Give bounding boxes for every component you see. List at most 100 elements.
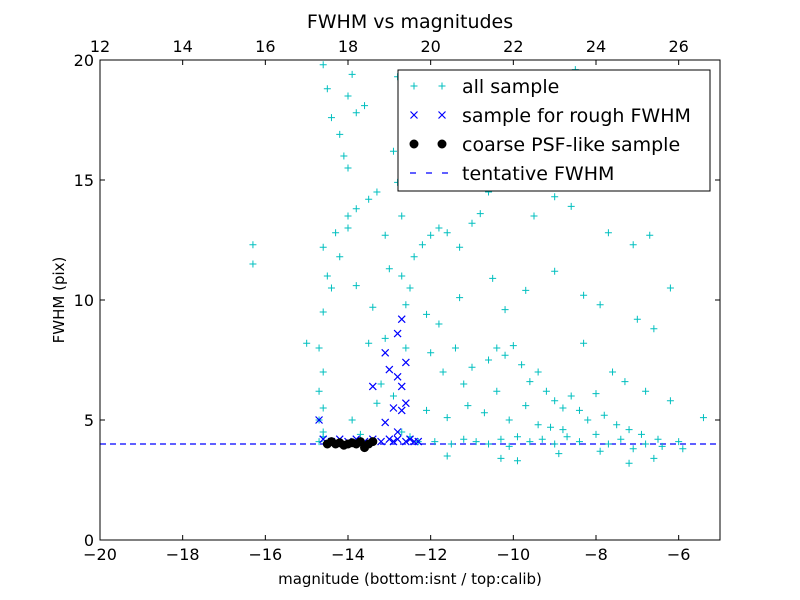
all-sample-point [629, 241, 637, 249]
all-sample-point [501, 351, 509, 359]
rough-fwhm-point [393, 372, 402, 381]
all-sample-point [319, 243, 327, 251]
all-sample-point [518, 361, 526, 369]
all-sample-point [369, 303, 377, 311]
all-sample-point [637, 430, 645, 438]
all-sample-point [319, 404, 327, 412]
all-sample-point [625, 459, 633, 467]
y-axis-title: FWHM (pix) [50, 257, 68, 344]
all-sample-point [584, 416, 592, 424]
all-sample-point [476, 210, 484, 218]
all-sample-point [336, 253, 344, 261]
all-sample-point [489, 274, 497, 282]
all-sample-point [522, 402, 530, 410]
legend-marker [409, 139, 419, 149]
rough-fwhm-point [397, 315, 406, 324]
all-sample-point [389, 147, 397, 155]
all-sample-point [646, 231, 654, 239]
all-sample-point [377, 380, 385, 388]
all-sample-point [464, 402, 472, 410]
all-sample-point [530, 212, 538, 220]
all-sample-point [547, 423, 555, 431]
all-sample-point [485, 440, 493, 448]
all-sample-point [596, 447, 604, 455]
all-sample-point [559, 426, 567, 434]
psf-like-point [368, 437, 378, 447]
all-sample-point [323, 272, 331, 280]
all-sample-point [427, 231, 435, 239]
all-sample-point [621, 378, 629, 386]
y-tick-label: 0 [84, 531, 94, 550]
legend-marker [410, 111, 418, 119]
all-sample-point [344, 164, 352, 172]
all-sample-point [319, 368, 327, 376]
x-tick-label: −8 [584, 545, 608, 564]
all-sample-point [348, 70, 356, 78]
all-sample-point [460, 435, 468, 443]
x-tick-label: −16 [248, 545, 282, 564]
rough-fwhm-point [377, 437, 385, 446]
all-sample-point [431, 438, 439, 446]
all-sample-point [352, 282, 360, 290]
all-sample-point [315, 387, 323, 395]
all-sample-point [373, 188, 381, 196]
y-tick-label: 20 [74, 51, 94, 70]
all-sample-point [642, 440, 650, 448]
top-x-tick-label: 18 [338, 37, 358, 56]
all-sample-point [580, 339, 588, 347]
all-sample-point [485, 356, 493, 364]
all-sample-point [352, 109, 360, 117]
y-tick-label: 15 [74, 171, 94, 190]
all-sample-point [526, 378, 534, 386]
all-sample-point [381, 334, 389, 342]
all-sample-point [551, 440, 559, 448]
top-x-tick-label: 16 [255, 37, 275, 56]
all-sample-point [563, 433, 571, 441]
all-sample-point [596, 301, 604, 309]
rough-fwhm-point [401, 399, 410, 408]
x-tick-label: −20 [83, 545, 117, 564]
all-sample-point [456, 243, 464, 251]
all-sample-point [609, 368, 617, 376]
all-sample-point [513, 457, 521, 465]
all-sample-point [699, 414, 707, 422]
all-sample-point [365, 339, 373, 347]
all-sample-point [361, 102, 369, 110]
all-sample-point [356, 430, 364, 438]
top-x-tick-label: 22 [503, 37, 523, 56]
rough-fwhm-point [385, 365, 394, 374]
all-sample-point [327, 114, 335, 122]
all-sample-point [435, 320, 443, 328]
top-x-tick-label: 26 [668, 37, 688, 56]
all-sample-point [472, 438, 480, 446]
all-sample-point [480, 409, 488, 417]
all-sample-point [575, 406, 583, 414]
all-sample-point [580, 291, 588, 299]
all-sample-point [443, 229, 451, 237]
top-x-tick-label: 14 [172, 37, 192, 56]
legend-label: all sample [462, 76, 559, 98]
rough-fwhm-point [389, 437, 398, 446]
all-sample-point [410, 253, 418, 261]
legend-marker [438, 82, 446, 90]
all-sample-point [526, 438, 534, 446]
all-sample-point [625, 426, 633, 434]
legend-marker [410, 82, 418, 90]
rough-fwhm-point [397, 382, 406, 391]
rough-fwhm-point [368, 382, 377, 391]
legend-label: sample for rough FWHM [462, 105, 691, 127]
all-sample-point [505, 442, 513, 450]
all-sample-point [551, 193, 559, 201]
all-sample-point [497, 435, 505, 443]
all-sample-point [534, 368, 542, 376]
all-sample-point [389, 392, 397, 400]
all-sample-point [323, 85, 331, 93]
x-axis-title: magnitude (bottom:isnt / top:calib) [278, 570, 542, 588]
all-sample-point [344, 212, 352, 220]
all-sample-point [629, 445, 637, 453]
rough-fwhm-point [315, 416, 323, 424]
psf-like-point [355, 437, 365, 447]
all-sample-point [513, 433, 521, 441]
all-sample-point [575, 438, 583, 446]
all-sample-point [538, 435, 546, 443]
